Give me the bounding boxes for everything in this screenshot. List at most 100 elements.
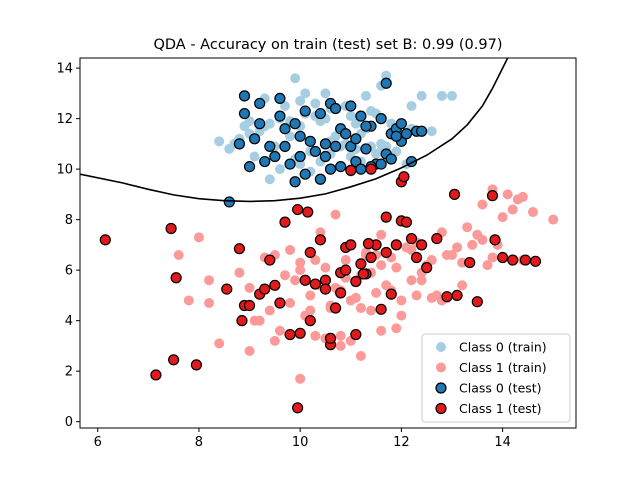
point-test-class1	[390, 239, 402, 251]
point-test-class0	[243, 161, 256, 173]
point-train-class1	[183, 295, 194, 306]
point-test-class1	[294, 327, 306, 339]
point-test-class1	[269, 279, 281, 291]
point-test-class1	[410, 251, 423, 264]
point-train-class0	[274, 164, 285, 175]
point-test-class1	[345, 239, 357, 251]
point-train-class1	[426, 292, 437, 303]
point-test-class1	[304, 246, 316, 259]
point-test-class0	[340, 128, 352, 140]
legend-box	[421, 333, 571, 423]
point-test-class1	[471, 296, 483, 308]
point-train-class1	[376, 325, 387, 336]
y-tick-label: 8	[65, 213, 73, 228]
point-train-class0	[239, 121, 250, 132]
legend-marker	[436, 362, 446, 373]
x-tick-label: 6	[94, 435, 102, 450]
point-train-class1	[315, 227, 326, 238]
legend-marker	[435, 402, 447, 415]
point-test-class1	[441, 291, 453, 303]
plot-frame	[79, 57, 577, 429]
point-test-class0	[350, 133, 362, 145]
point-test-class1	[190, 359, 203, 371]
point-test-class1	[319, 283, 332, 295]
point-test-class1	[451, 289, 463, 302]
point-test-class0	[284, 158, 296, 170]
point-train-class1	[406, 275, 417, 286]
point-train-class1	[335, 340, 346, 351]
point-train-class1	[502, 189, 513, 200]
point-test-class1	[259, 283, 271, 295]
point-test-class1	[150, 369, 162, 381]
point-train-class1	[214, 338, 225, 349]
point-test-class1	[519, 254, 531, 266]
point-train-class1	[330, 209, 341, 220]
point-test-class0	[335, 161, 347, 173]
point-test-class0	[279, 140, 291, 152]
point-test-class0	[380, 77, 392, 89]
point-train-class1	[244, 345, 255, 356]
point-train-class0	[310, 98, 321, 109]
point-train-class1	[305, 290, 316, 301]
y-axis: 0 2 4 6 8 10 12 14	[56, 62, 80, 430]
x-tick-label: 8	[195, 435, 203, 450]
point-train-class1	[295, 257, 306, 268]
point-test-class0	[274, 110, 286, 122]
point-train-class1	[269, 335, 280, 346]
point-test-class1	[168, 354, 180, 366]
point-train-class1	[371, 287, 382, 298]
point-test-class0	[274, 92, 286, 105]
point-train-class0	[320, 88, 331, 99]
x-axis: 6 8 10 12 14	[94, 428, 511, 450]
point-train-class1	[457, 257, 468, 268]
point-test-class0	[299, 105, 311, 117]
point-test-class1	[329, 302, 342, 314]
point-test-class1	[507, 254, 519, 266]
point-test-class0	[289, 118, 301, 130]
point-test-class0	[249, 133, 261, 145]
point-test-class0	[294, 130, 306, 142]
point-test-class1	[243, 299, 256, 312]
point-test-class0	[269, 150, 281, 163]
train-points-layer	[173, 70, 559, 384]
point-train-class1	[285, 297, 296, 308]
point-train-class0	[264, 174, 275, 185]
point-train-class1	[279, 270, 290, 281]
legend: Class 0 (train) Class 1 (train) Class 0 (t…	[421, 333, 571, 423]
point-train-class0	[391, 146, 402, 157]
point-train-class0	[426, 126, 437, 137]
point-train-class1	[376, 229, 387, 240]
point-train-class1	[305, 305, 316, 316]
point-test-class1	[486, 190, 499, 202]
point-train-class1	[295, 265, 306, 276]
point-train-class1	[376, 260, 387, 271]
point-train-class1	[452, 242, 463, 253]
point-train-class1	[234, 267, 245, 278]
point-test-class0	[360, 120, 372, 132]
point-test-class1	[365, 163, 377, 175]
point-test-class1	[292, 203, 304, 216]
point-train-class0	[300, 88, 311, 99]
point-train-class1	[441, 250, 452, 260]
point-train-class1	[482, 260, 493, 271]
point-train-class0	[371, 148, 382, 159]
point-test-class0	[264, 140, 276, 152]
point-test-class1	[170, 272, 182, 284]
point-test-class1	[302, 206, 314, 218]
point-train-class0	[345, 111, 356, 122]
chart-title: QDA - Accuracy on train (test) set B: 0.…	[153, 37, 502, 53]
point-train-class1	[310, 255, 321, 266]
point-train-class1	[173, 250, 184, 260]
point-test-class1	[284, 328, 296, 341]
point-train-class1	[512, 194, 523, 205]
point-test-class1	[375, 303, 387, 315]
point-test-class1	[385, 288, 397, 300]
point-test-class1	[165, 222, 177, 235]
point-test-class0	[416, 125, 428, 137]
point-train-class1	[477, 199, 488, 210]
point-test-class0	[289, 176, 301, 188]
point-test-class1	[362, 238, 375, 250]
legend-marker	[436, 342, 446, 352]
point-test-class1	[357, 268, 370, 280]
